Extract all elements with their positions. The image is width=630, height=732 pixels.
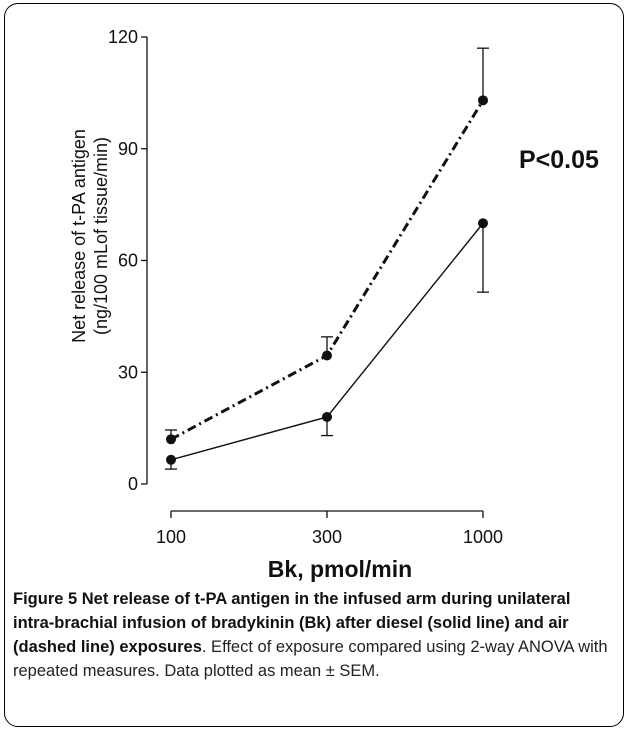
data-point-dashed [322,350,332,361]
y-axis-label-line1: Net release of t-PA antigen [69,129,89,343]
line-chart: Net release of t-PA antigen (ng/100 mLof… [69,27,599,582]
x-tick-label: 300 [312,527,342,547]
data-point-solid [322,411,332,422]
y-tick-label: 60 [118,251,138,271]
y-tick-label: 30 [118,362,138,382]
series-line-dashed [170,99,485,441]
significance-annotation: P<0.05 [519,146,599,174]
axes: 0 30 60 90 120 100 300 1000 [108,27,503,547]
y-tick-label: 90 [118,139,138,159]
data-point-dashed [478,95,488,106]
data-point-dashed [166,434,176,445]
data-point-solid [166,454,176,465]
y-tick-label: 0 [128,474,138,494]
y-axis-label-line2: (ng/100 mLof tissue/min) [91,137,111,335]
caption-title: Figure 5 Net release of t-PA antigen in … [13,590,571,656]
x-tick-label: 1000 [463,527,503,547]
x-tick-label: 100 [156,527,186,547]
y-tick-label: 120 [108,27,138,47]
caption-body: . Effect of exposure compared using 2-wa… [13,638,608,680]
data-point-solid [478,218,488,229]
figure-frame [4,3,624,727]
series-group [165,47,489,470]
figure-caption: Figure 5 Net release of t-PA antigen in … [13,587,613,683]
x-axis-label: Bk, pmol/min [268,556,412,582]
